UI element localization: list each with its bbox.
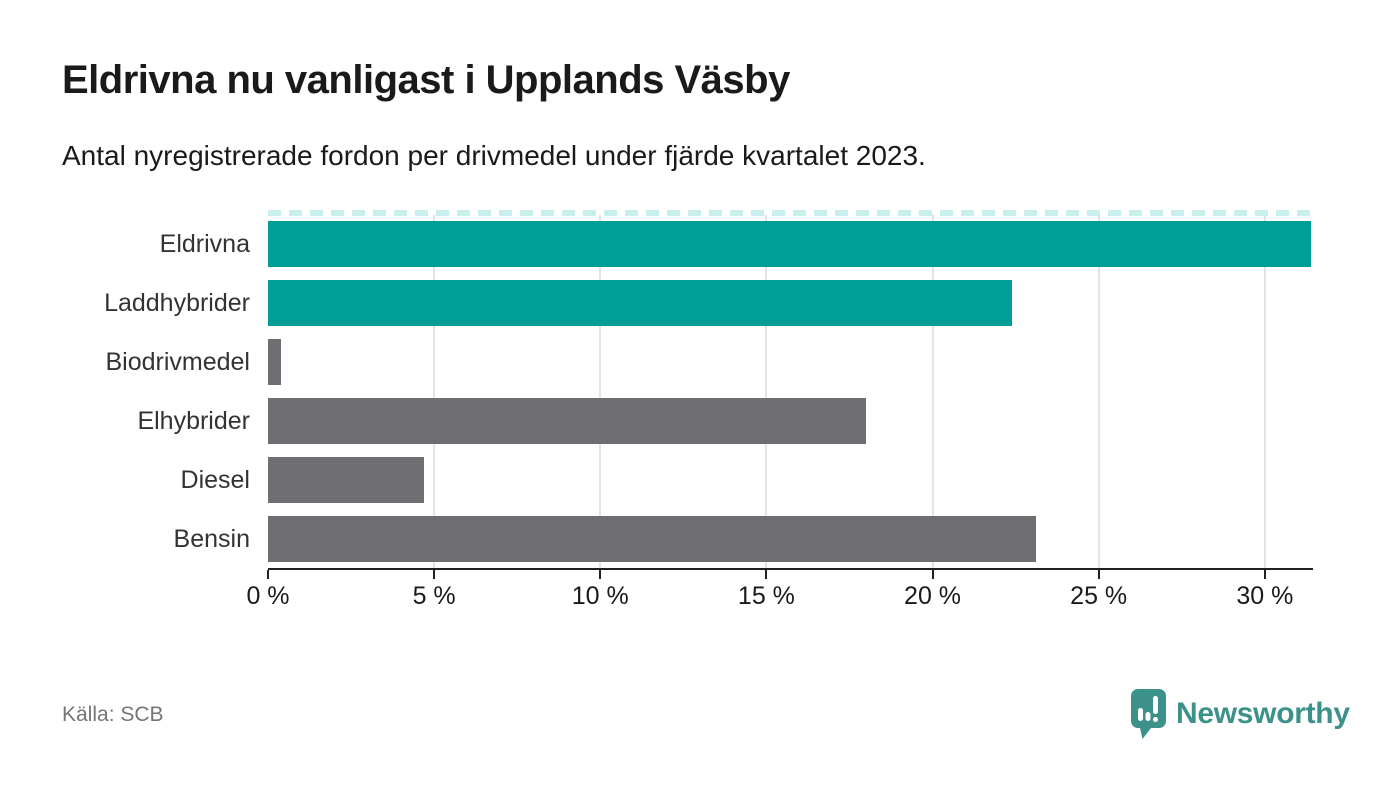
x-tick-mark [765,570,768,579]
bar-eldrivna [268,221,1312,268]
x-tick-mark [1263,570,1266,579]
bar-diesel [268,456,425,503]
source-note: Källa: SCB [62,703,164,726]
x-tick-label: 5 % [412,582,456,610]
bar-biodrivmedel [268,339,282,386]
category-label: Diesel [180,465,250,494]
bar-elhybrider [268,397,867,444]
gridline-5 [433,215,436,568]
gridline-30 [1263,215,1266,568]
x-tick-mark [267,570,269,579]
plot-area [268,210,1313,570]
speech-bubble-bar-chart-icon [1131,689,1166,739]
category-label: Elhybrider [137,406,250,435]
x-tick-label: 0 % [246,582,290,610]
chart-subtitle: Antal nyregistrerade fordon per drivmede… [62,140,926,171]
x-tick-label: 20 % [904,582,962,610]
gridline-15 [765,215,768,568]
gridline-25 [1097,215,1100,568]
category-axis-labels: Eldrivna Laddhybrider Biodrivmedel Elhybrid… [0,215,250,568]
x-tick-label: 25 % [1070,582,1128,610]
x-tick-mark [1097,570,1100,579]
x-axis: 0 % 5 % 10 % 15 % 20 % 25 % 30 % [246,570,1313,625]
newsworthy-logo: Newsworthy [1130,688,1350,740]
x-tick-mark [433,570,436,579]
x-tick-label: 30 % [1236,582,1294,610]
category-label: Bensin [173,524,250,553]
gridline-20 [931,215,934,568]
x-tick-label: 15 % [737,582,795,610]
bar-laddhybrider [268,280,1013,327]
category-label: Eldrivna [159,230,250,259]
x-tick-mark [931,570,934,579]
category-label: Laddhybrider [104,289,250,318]
category-label: Biodrivmedel [105,348,250,377]
plot-top-dashed-edge [268,210,1313,216]
x-tick-mark [599,570,602,579]
newsworthy-logo-text: Newsworthy [1176,697,1350,730]
x-tick-label: 10 % [571,582,629,610]
bar-bensin [268,515,1036,562]
gridline-10 [599,215,602,568]
chart-title: Eldrivna nu vanligast i Upplands Väsby [62,58,790,102]
